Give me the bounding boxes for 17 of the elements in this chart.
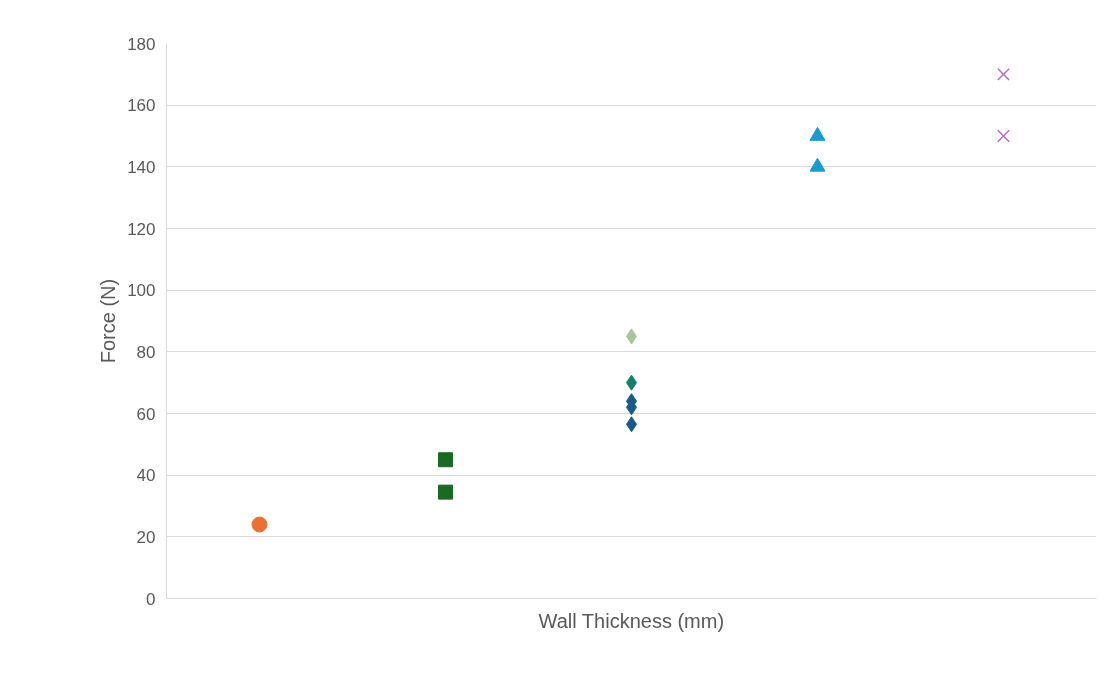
point [438, 484, 453, 500]
y-axis-title: Force (N) [97, 278, 120, 364]
point [251, 516, 268, 533]
y-tick-label: 0 [146, 589, 156, 609]
y-tick-label: 140 [127, 157, 156, 177]
y-tick-label: 20 [136, 527, 156, 547]
x-axis-title: Wall Thickness (mm) [538, 609, 725, 632]
y-tick-label: 100 [127, 281, 156, 301]
y-tick-label: 120 [127, 219, 156, 239]
y-tick-label: 80 [136, 342, 156, 362]
y-tick-label: 180 [127, 34, 156, 54]
point [438, 452, 453, 468]
y-tick-label: 160 [127, 96, 156, 116]
y-tick-label: 40 [136, 466, 156, 486]
point [997, 67, 1010, 81]
point [997, 129, 1010, 143]
y-tick-label: 60 [136, 404, 156, 424]
